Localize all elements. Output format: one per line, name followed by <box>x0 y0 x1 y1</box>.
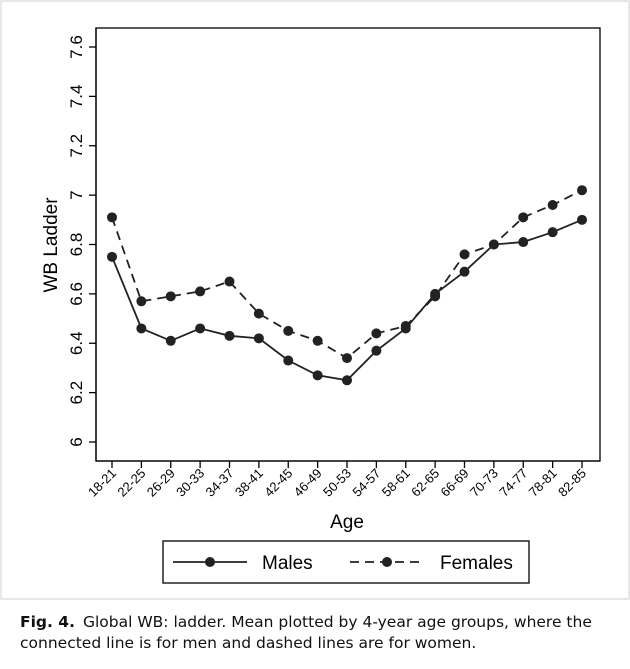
legend-label-males: Males <box>262 553 313 574</box>
data-point-females <box>342 353 352 364</box>
data-point-females <box>312 335 323 346</box>
data-point-females <box>488 239 499 250</box>
data-point-males <box>342 375 352 386</box>
caption-text: Global WB: ladder. Mean plotted by 4-yea… <box>20 613 592 652</box>
data-point-females <box>400 320 411 331</box>
data-point-males <box>312 370 323 381</box>
data-point-females <box>283 325 294 336</box>
legend-marker-females <box>382 557 392 567</box>
y-tick-label: 6.4 <box>67 331 86 355</box>
y-tick-label: 6 <box>67 437 86 446</box>
data-point-females <box>459 249 470 260</box>
y-tick-label: 7 <box>67 190 86 199</box>
legend: Males Females <box>162 540 530 584</box>
data-point-males <box>371 345 382 356</box>
data-point-females <box>107 212 117 223</box>
data-point-males <box>107 251 117 262</box>
y-tick-label: 6.8 <box>67 233 86 257</box>
y-tick-label: 7.4 <box>67 85 86 109</box>
data-point-males <box>547 227 558 238</box>
data-point-females <box>547 200 558 210</box>
x-axis-label: Age <box>330 512 364 533</box>
data-point-males <box>283 355 294 366</box>
data-point-females <box>577 185 587 196</box>
data-point-males <box>224 330 235 341</box>
caption-label: Fig. 4. <box>20 613 75 631</box>
series-layer <box>107 185 587 386</box>
data-point-females <box>518 212 529 223</box>
data-point-females <box>195 286 206 297</box>
data-point-females <box>253 308 264 319</box>
data-point-females <box>371 328 382 339</box>
data-point-females <box>430 291 441 302</box>
y-tick-label: 7.2 <box>67 134 86 158</box>
legend-label-females: Females <box>440 553 513 574</box>
data-point-males <box>195 323 206 334</box>
data-point-females <box>136 296 147 307</box>
y-tick-label: 7.6 <box>67 35 86 59</box>
y-axis-label: WB Ladder <box>41 197 62 293</box>
legend-marker-males <box>205 557 215 567</box>
figure-caption: Fig. 4. Global WB: ladder. Mean plotted b… <box>20 612 620 654</box>
y-tick-label: 6.2 <box>67 381 86 405</box>
data-point-females <box>224 276 235 287</box>
data-point-males <box>518 237 529 248</box>
data-point-males <box>136 323 147 334</box>
y-tick-label: 6.6 <box>67 282 86 306</box>
plot-area <box>95 27 601 462</box>
data-point-females <box>165 291 176 302</box>
data-point-males <box>253 333 264 344</box>
data-point-males <box>165 335 176 346</box>
chart: 66.26.46.66.877.27.47.6 18-2122-2526-293… <box>0 0 630 600</box>
y-axis-ticks: 6 6.2 6.4 6.6 6.8 7 7.2 7.4 7.6 <box>67 35 96 447</box>
data-point-males <box>459 266 470 277</box>
data-point-males <box>577 214 587 225</box>
